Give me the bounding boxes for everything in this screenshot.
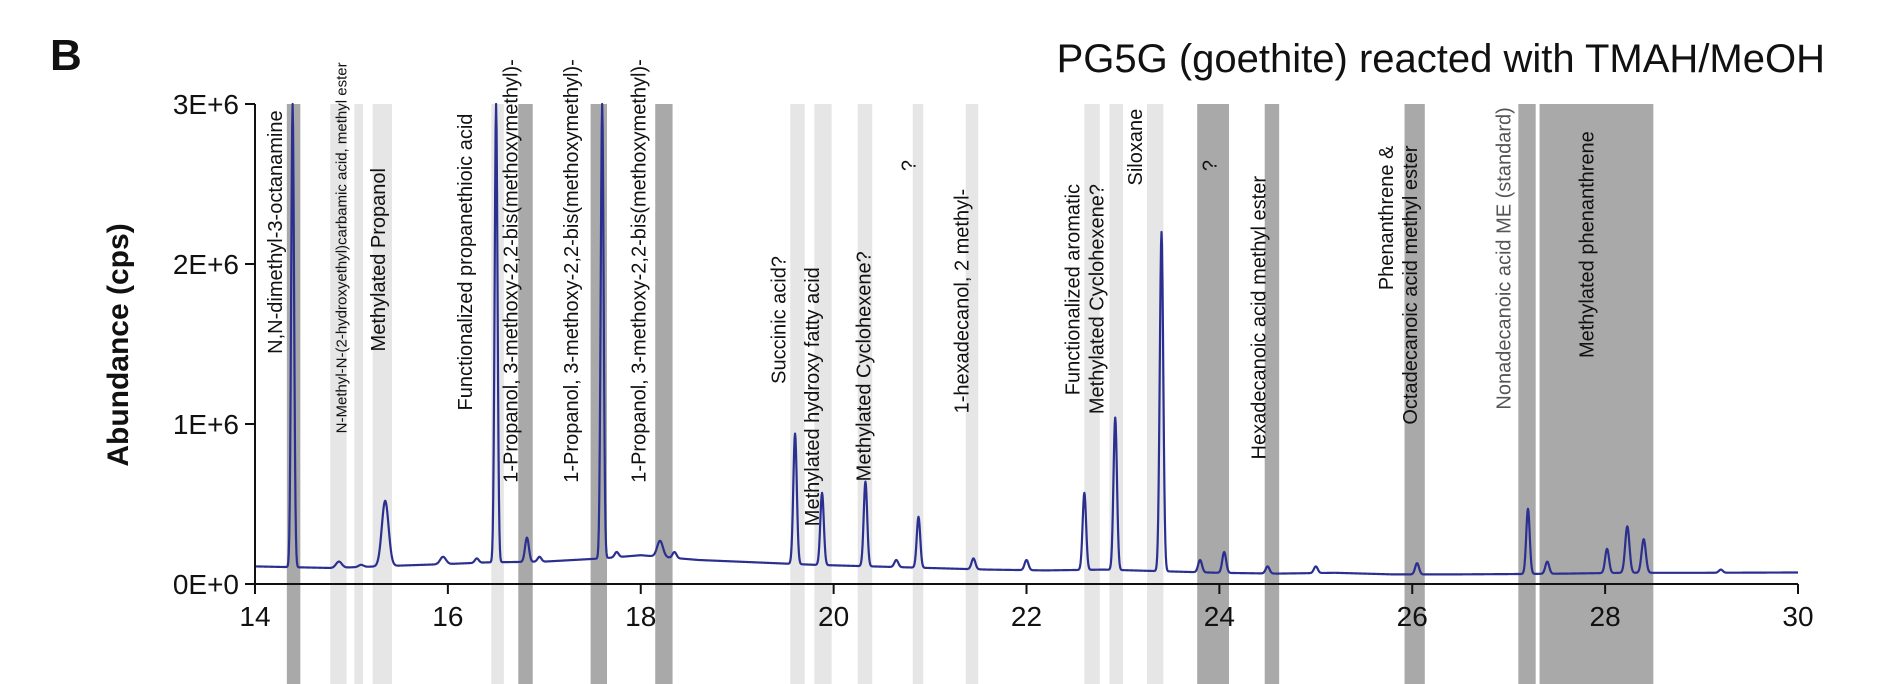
peak-annotation-7: 1-Propanol, 3-methoxy-2,2-bis(methoxymet… (629, 59, 651, 483)
peak-annotation-14: Siloxane (1125, 109, 1147, 186)
peak-label: Functionalized propanethioic acid (455, 114, 477, 411)
x-tick-label: 24 (1204, 601, 1235, 632)
highlight-band-2 (330, 104, 347, 684)
x-tick-label: 18 (625, 601, 656, 632)
highlight-band-18 (1264, 104, 1280, 684)
y-tick-label: 3E+6 (173, 89, 239, 120)
x-tick-label: 20 (818, 601, 849, 632)
x-tick-label: 26 (1397, 601, 1428, 632)
peak-label: N,N-dimethyl-3-octanamine (265, 110, 287, 353)
peak-annotation-17: Phenanthrene & Octadecanoic acid methyl e… (1376, 145, 1422, 425)
peak-annotation-3: Methylated Propanol (368, 168, 390, 351)
peak-annotation-19: Methylated phenanthrene (1577, 131, 1599, 358)
peak-label: ? (899, 160, 921, 171)
highlight-bands (286, 104, 1654, 684)
peak-annotation-12: 1-hexadecanol, 2 methyl- (952, 189, 974, 414)
y-tick-label: 0E+0 (173, 569, 239, 600)
highlight-band-9 (790, 104, 805, 684)
peak-annotation-13: Functionalized aromatic Methylated Cycloh… (1063, 184, 1109, 414)
axis-ticks: 0E+0 1E+6 2E+6 3E+6 14 16 18 20 22 24 26 28 30 (173, 89, 1814, 632)
highlight-band-17 (1197, 104, 1230, 684)
peak-annotation-18: Nonadecanoic acid ME (standard) (1494, 107, 1516, 409)
peak-label: 1-Propanol, 3-methoxy-2,2-bis(methoxymet… (500, 59, 522, 483)
peak-annotation-5: 1-Propanol, 3-methoxy-2,2-bis(methoxymet… (500, 59, 522, 483)
peak-label: Methylated Cyclohexene? (853, 251, 875, 481)
highlight-band-20 (1518, 104, 1536, 684)
highlight-band-14 (1084, 104, 1100, 684)
highlight-band-16 (1147, 104, 1164, 684)
highlight-band-4 (372, 104, 392, 684)
highlight-band-13 (965, 104, 979, 684)
peak-label: Methylated Cyclohexene? (1087, 184, 1109, 414)
peak-label: Octadecanoic acid methyl ester (1400, 145, 1422, 424)
highlight-band-3 (354, 104, 364, 684)
peak-label: Nonadecanoic acid ME (standard) (1494, 107, 1516, 409)
peak-label: Succinic acid? (768, 256, 790, 384)
peak-annotation-6: 1-Propanol, 3-methoxy-2,2-bis(methoxymet… (561, 59, 583, 483)
peak-label: Functionalized aromatic (1063, 184, 1085, 395)
peak-annotation-2: N-Methyl-N-(2-hydroxyethyl)carbamic acid… (334, 62, 351, 433)
peak-annotation-15: ? (1199, 160, 1221, 171)
x-tick-label: 30 (1782, 601, 1813, 632)
peak-label: Phenanthrene & (1376, 145, 1398, 290)
peak-annotation-8: Succinic acid? (768, 256, 790, 384)
peak-annotation-1: N,N-dimethyl-3-octanamine (265, 110, 287, 353)
peak-label: Methylated phenanthrene (1577, 131, 1599, 358)
peak-annotation-10: Methylated Cyclohexene? (853, 251, 875, 481)
peak-label: 1-Propanol, 3-methoxy-2,2-bis(methoxymet… (561, 59, 583, 483)
highlight-band-15 (1109, 104, 1123, 684)
peak-label: Methylated Propanol (368, 168, 390, 351)
peak-label: 1-hexadecanol, 2 methyl- (952, 189, 974, 414)
highlight-band-12 (912, 104, 924, 684)
peak-annotations: N,N-dimethyl-3-octanamine N-Methyl-N-(2-h… (265, 59, 1599, 526)
x-tick-label: 16 (432, 601, 463, 632)
peak-label: 1-Propanol, 3-methoxy-2,2-bis(methoxymet… (629, 59, 651, 483)
peak-annotation-9: Methylated hydroxy fatty acid (802, 267, 824, 526)
highlight-band-8 (655, 104, 673, 684)
y-axis-label: Abundance (cps) (102, 223, 135, 466)
peak-annotation-11: ? (899, 160, 921, 171)
peak-annotation-4: Functionalized propanethioic acid (455, 114, 477, 411)
y-tick-label: 1E+6 (173, 409, 239, 440)
peak-label: Methylated hydroxy fatty acid (802, 267, 824, 526)
y-tick-label: 2E+6 (173, 249, 239, 280)
peak-annotation-16: Hexadecanoic acid methyl ester (1249, 176, 1271, 460)
highlight-band-21 (1539, 104, 1654, 684)
x-tick-label: 28 (1590, 601, 1621, 632)
chart-title: PG5G (goethite) reacted with TMAH/MeOH (1057, 37, 1825, 81)
peak-label: ? (1199, 160, 1221, 171)
x-tick-label: 14 (239, 601, 270, 632)
highlight-band-6 (518, 104, 533, 684)
peak-label: Hexadecanoic acid methyl ester (1249, 176, 1271, 460)
peak-label: Siloxane (1125, 109, 1147, 186)
x-tick-label: 22 (1011, 601, 1042, 632)
panel-letter: B (50, 31, 82, 80)
highlight-band-19 (1404, 104, 1425, 684)
chromatogram-trace (254, 102, 1799, 576)
peak-label: N-Methyl-N-(2-hydroxyethyl)carbamic acid… (334, 62, 351, 433)
